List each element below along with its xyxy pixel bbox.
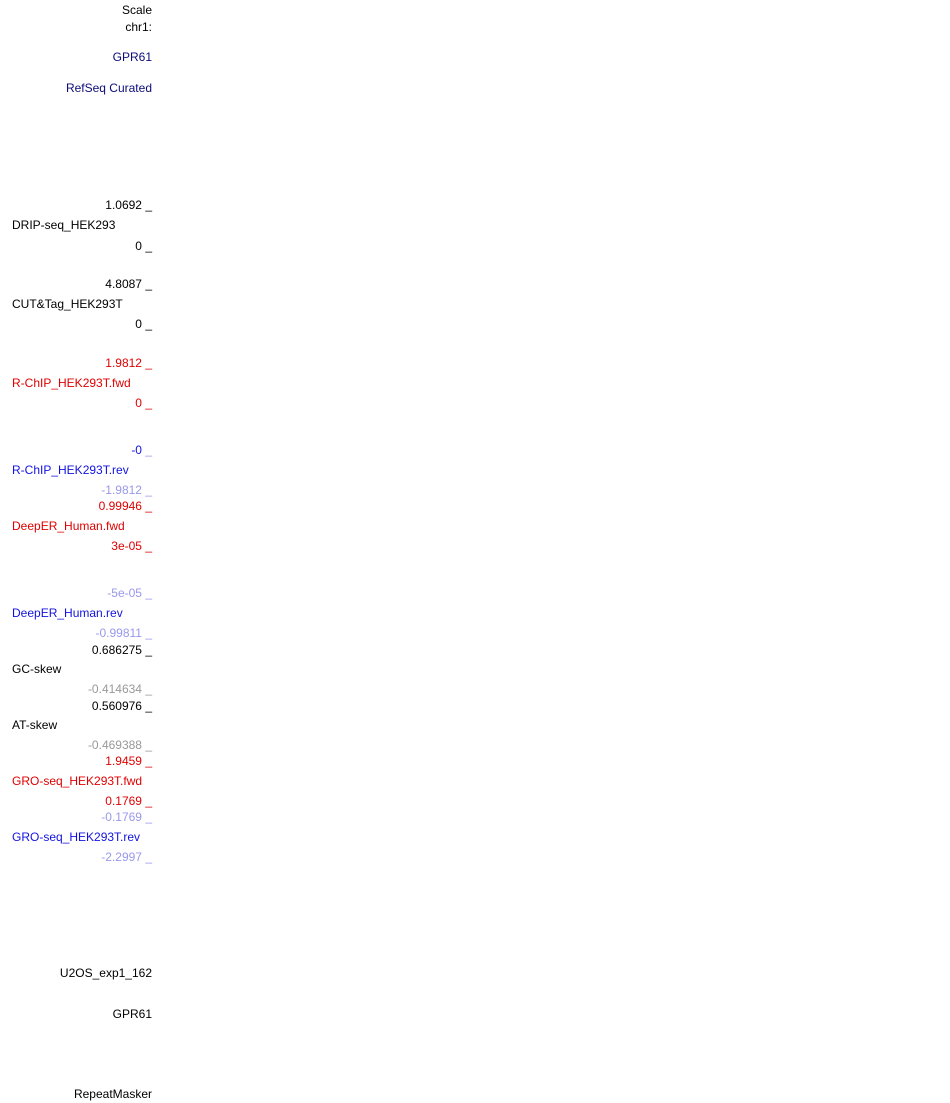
scale-tick: _ xyxy=(141,682,152,696)
r-chip-rev-max-value: -0 xyxy=(131,443,142,457)
scale-tick: _ xyxy=(141,499,152,513)
deeper-rev-min: -0.99811 _ xyxy=(96,627,153,640)
deeper-fwd-min: 3e-05 _ xyxy=(111,540,152,553)
r-chip-fwd-min: 0 _ xyxy=(135,397,152,410)
deeper-fwd-max: 0.99946 _ xyxy=(99,500,152,513)
scale-tick: _ xyxy=(141,626,152,640)
deeper-rev-max-value: -5e-05 xyxy=(107,586,142,600)
position-label: chr1: xyxy=(125,20,152,34)
scale-tick: _ xyxy=(141,356,152,370)
at-skew-max-value: 0.560976 xyxy=(91,699,142,713)
gro-seq-rev-max-value: -0.1769 xyxy=(101,810,142,824)
drip-seq-max: 1.0692 _ xyxy=(105,199,152,212)
u2os-track-label[interactable]: U2OS_exp1_162 xyxy=(59,966,152,980)
repeatmasker-track-label[interactable]: RepeatMasker xyxy=(73,1087,152,1101)
scale-tick: _ xyxy=(141,810,152,824)
cut-tag-max: 4.8087 _ xyxy=(105,278,152,291)
deeper-fwd-max-value: 0.99946 xyxy=(98,499,142,513)
refseq-curated-label[interactable]: RefSeq Curated xyxy=(65,81,152,95)
r-chip-fwd-max-value: 1.9812 xyxy=(105,356,142,370)
r-chip-rev-track-label[interactable]: R-ChIP_HEK293T.rev xyxy=(12,463,129,477)
scale-tick: _ xyxy=(141,850,152,864)
gene-label-top[interactable]: GPR61 xyxy=(112,50,152,64)
cut-tag-min: 0 _ xyxy=(135,318,152,331)
scale-tick: _ xyxy=(141,277,152,291)
gro-seq-fwd-track-label[interactable]: GRO-seq_HEK293T.fwd xyxy=(12,774,143,788)
gro-seq-rev-track-label[interactable]: GRO-seq_HEK293T.rev xyxy=(12,830,141,844)
gene-label-bottom[interactable]: GPR61 xyxy=(112,1007,152,1021)
gro-seq-rev-min: -2.2997 _ xyxy=(101,851,152,864)
cut-tag-track-label[interactable]: CUT&Tag_HEK293T xyxy=(12,297,123,311)
drip-seq-max-value: 1.0692 xyxy=(105,198,142,212)
gro-seq-fwd-min: 0.1769 _ xyxy=(105,795,152,808)
gc-skew-max-value: 0.686275 xyxy=(91,643,142,657)
gro-seq-fwd-max: 1.9459 _ xyxy=(105,755,152,768)
scale-tick: _ xyxy=(141,738,152,752)
r-chip-fwd-track-label[interactable]: R-ChIP_HEK293T.fwd xyxy=(12,376,131,390)
gc-skew-min-value: -0.414634 xyxy=(87,682,142,696)
gc-skew-max: 0.686275 _ xyxy=(92,644,152,657)
cut-tag-max-value: 4.8087 xyxy=(105,277,142,291)
at-skew-min-value: -0.469388 xyxy=(87,738,142,752)
deeper-rev-min-value: -0.99811 xyxy=(95,626,142,640)
gro-seq-fwd-min-value: 0.1769 xyxy=(105,794,142,808)
at-skew-min: -0.469388 _ xyxy=(88,739,152,752)
deeper-rev-track-label[interactable]: DeepER_Human.rev xyxy=(12,606,123,620)
r-chip-fwd-min-value: 0 xyxy=(135,396,142,410)
scale-tick: _ xyxy=(141,396,152,410)
at-skew-track-label[interactable]: AT-skew xyxy=(12,718,58,732)
scale-label: Scale xyxy=(121,3,152,17)
at-skew-max: 0.560976 _ xyxy=(92,700,152,713)
r-chip-fwd-max: 1.9812 _ xyxy=(105,357,152,370)
scale-tick: _ xyxy=(141,643,152,657)
scale-tick: _ xyxy=(141,443,152,457)
scale-tick: _ xyxy=(141,586,152,600)
scale-tick: _ xyxy=(141,539,152,553)
drip-seq-track-label[interactable]: DRIP-seq_HEK293 xyxy=(12,218,116,232)
scale-tick: _ xyxy=(141,239,152,253)
gro-seq-fwd-max-value: 1.9459 xyxy=(105,754,142,768)
r-chip-rev-min-value: -1.9812 xyxy=(101,483,142,497)
gro-seq-rev-max: -0.1769 _ xyxy=(101,811,152,824)
scale-tick: _ xyxy=(141,198,152,212)
scale-tick: _ xyxy=(141,754,152,768)
scale-tick: _ xyxy=(141,483,152,497)
gc-skew-track-label[interactable]: GC-skew xyxy=(12,662,62,676)
deeper-rev-max: -5e-05 _ xyxy=(107,587,152,600)
scale-tick: _ xyxy=(141,794,152,808)
scale-tick: _ xyxy=(141,317,152,331)
r-chip-rev-min: -1.9812 _ xyxy=(101,484,152,497)
deeper-fwd-track-label[interactable]: DeepER_Human.fwd xyxy=(12,519,125,533)
drip-seq-min: 0 _ xyxy=(135,240,152,253)
drip-seq-min-value: 0 xyxy=(135,239,142,253)
cut-tag-min-value: 0 xyxy=(135,317,142,331)
deeper-fwd-min-value: 3e-05 xyxy=(111,539,142,553)
gc-skew-min: -0.414634 _ xyxy=(88,683,152,696)
gro-seq-rev-min-value: -2.2997 xyxy=(101,850,142,864)
r-chip-rev-max: -0 _ xyxy=(131,444,152,457)
scale-tick: _ xyxy=(141,699,152,713)
